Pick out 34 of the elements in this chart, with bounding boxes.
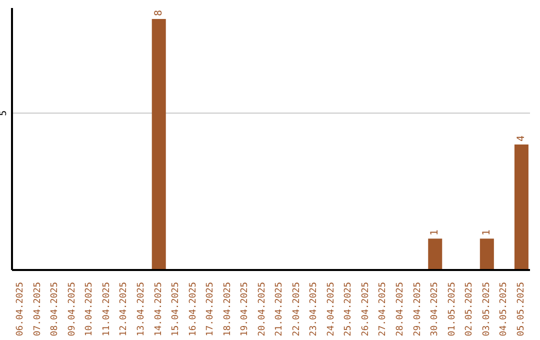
x-tick-label: 11.04.2025: [102, 282, 112, 336]
x-tick-label: 08.04.2025: [50, 282, 60, 336]
x-tick-label: 16.04.2025: [188, 282, 198, 336]
x-tick-label: 04.05.2025: [499, 282, 510, 336]
x-tick-label: 12.04.2025: [119, 282, 130, 336]
x-tick-label: 25.04.2025: [344, 282, 354, 336]
x-tick-label: 23.04.2025: [309, 282, 320, 336]
x-tick-label: 21.04.2025: [274, 282, 285, 336]
x-tick-label: 19.04.2025: [240, 282, 250, 336]
x-tick-label: 27.04.2025: [378, 282, 388, 336]
x-tick-label: 06.04.2025: [16, 282, 26, 336]
data-label: 8: [153, 10, 164, 16]
x-tick-label: 09.04.2025: [67, 282, 78, 336]
data-label: 1: [430, 230, 441, 236]
x-tick-label: 05.05.2025: [516, 282, 526, 336]
data-label: 1: [481, 230, 492, 236]
x-tick-label: 26.04.2025: [360, 282, 371, 336]
x-tick-label: 10.04.2025: [84, 282, 95, 336]
x-tick-label: 13.04.2025: [136, 282, 146, 336]
x-tick-label: 28.04.2025: [396, 282, 406, 336]
x-tick-label: 02.05.2025: [464, 282, 475, 336]
x-tick-label: 18.04.2025: [222, 282, 233, 336]
data-label: 4: [516, 135, 527, 142]
x-tick-label: 15.04.2025: [171, 282, 182, 336]
x-tick-label: 30.04.2025: [430, 282, 440, 336]
x-tick-label: 29.04.2025: [412, 282, 423, 336]
x-tick-label: 14.04.2025: [154, 282, 164, 336]
x-tick-label: 07.04.2025: [32, 282, 43, 336]
x-tick-label: 01.05.2025: [447, 282, 458, 336]
x-tick-label: 20.04.2025: [257, 282, 268, 336]
x-tick-label: 03.05.2025: [482, 282, 492, 336]
x-tick-label: 24.04.2025: [326, 282, 336, 336]
x-tick-label: 22.04.2025: [292, 282, 302, 336]
x-tick-label: 17.04.2025: [206, 282, 216, 336]
